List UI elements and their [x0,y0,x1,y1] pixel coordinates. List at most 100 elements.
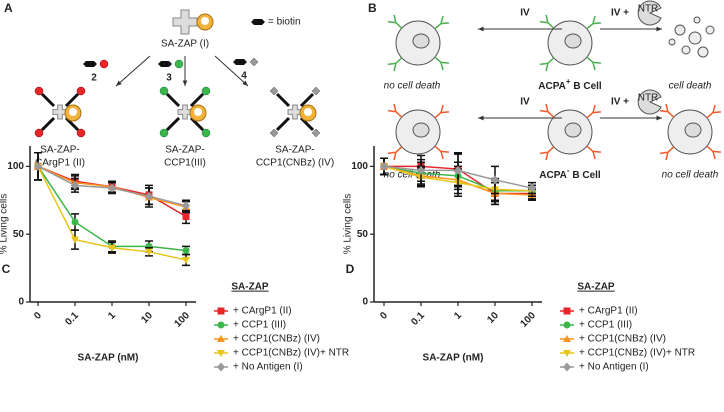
toxin-icon [194,108,202,116]
antibody-arm [393,152,397,161]
linker [165,92,181,108]
antibody-arm [440,22,449,25]
cell-fragment [697,46,709,58]
antibody-stem [706,112,714,119]
enzyme-label: NTR [638,4,659,15]
antibody-stem [395,146,403,153]
x-tick-label: 0 [378,310,390,322]
streptavidin-icon [172,9,198,35]
antibody-stem [586,112,594,119]
outcome-label: cell death [669,81,712,92]
cell-fragment [688,31,702,45]
marker [145,248,153,256]
y-tick-label: 0 [362,297,368,308]
antibody-stem [667,111,675,118]
linker [165,116,181,132]
y-tick-label: 50 [357,229,369,240]
legend-label: + CCP1(CNBz) (IV) [579,334,666,345]
antibody-arm [712,151,716,160]
linker [299,92,315,108]
panel-label: A [4,1,13,15]
marker [491,175,499,185]
toxin-icon [304,108,312,116]
marker [217,307,225,315]
cell-fragment [693,16,701,24]
x-axis-label: SA-ZAP (nM) [78,353,139,364]
antibody-arm [659,151,668,155]
cell-label-rest: B Cell [571,81,602,92]
marker [71,218,79,226]
legend-label: + CArgP1 (II) [233,306,292,317]
biotin-icon [233,59,247,65]
linker [189,116,205,132]
antibody-stem [395,22,403,29]
arrow-label: IV [520,97,530,108]
x-tick-label: 0 [32,310,44,322]
arrow-head [182,80,188,86]
cell-label-main: ACPA [538,81,566,92]
antibody-arm [592,22,601,25]
antigen-icon [99,59,109,69]
antibody [434,15,449,30]
biotin-icon [83,61,97,67]
antibody [434,145,449,160]
x-tick-label: 0.1 [63,310,81,328]
legend-label: + No Antigen (I) [579,362,649,373]
marker [217,350,225,357]
x-axis-label: SA-ZAP (nM) [423,353,484,364]
antibody-arm [665,152,669,161]
panel-label: C [2,262,11,276]
antigen-icon [76,86,86,96]
biotin-icon [158,61,172,67]
marker [145,191,153,201]
antibody-stem [586,56,594,63]
arrow-head [116,80,122,86]
antibody-arm [592,61,601,64]
antigen-icon [201,128,211,138]
marker [563,362,571,372]
antigen-icon [34,128,44,138]
antibody [539,146,555,161]
streptavidin-icon [287,104,303,120]
antibody [434,56,449,71]
legend-label: + CArgP1 (II) [579,306,638,317]
product-label: SA-ZAP- [275,145,314,156]
product-label: SA-ZAP- [165,145,204,156]
streptavidin-icon [52,104,68,120]
antigen-icon [34,86,44,96]
arrow-head [478,115,484,121]
linker [275,116,291,132]
cell-fragment [705,25,715,35]
antibody-stem [395,111,403,118]
marker [454,165,462,175]
antibody-arm [592,15,596,24]
y-tick-label: 100 [351,161,368,172]
arrow-label: IV + [611,97,629,108]
cell-label-main: ACPA [539,170,567,181]
marker [108,183,116,193]
cell-label-rest: B Cell [570,170,601,181]
antibody [586,104,601,119]
antibody-arm [592,62,596,71]
nucleus [564,33,582,49]
marker [217,321,225,329]
antibody-arm [712,150,721,153]
legend-label: + CCP1 (III) [579,320,632,331]
arrow-head [656,115,662,121]
arrow-label: IV + [611,8,629,19]
antibody [706,145,721,160]
antigen-icon [311,86,321,96]
antibody-arm [393,63,397,72]
linker [299,116,315,132]
nucleus [564,122,582,138]
antibody-arm [545,103,549,112]
antibody-stem [706,145,714,152]
marker [563,307,571,315]
legend-title: SA-ZAP [577,282,615,293]
arrow-head [242,80,248,86]
toxin-icon [69,108,77,116]
panel-label: D [346,262,355,276]
marker [182,246,190,254]
antibody-stem [434,145,442,152]
